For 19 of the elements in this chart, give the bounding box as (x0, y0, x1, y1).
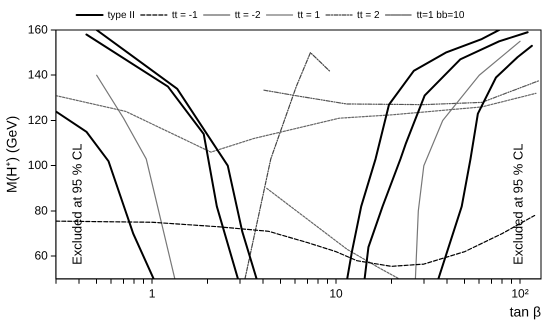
legend-label: tt = 1 (298, 10, 320, 21)
annotation: Excluded at 95 % CL (510, 143, 526, 265)
y-tick-label: 80 (34, 203, 48, 218)
y-tick-label: 140 (28, 68, 48, 82)
legend-label: tt = -1 (172, 10, 198, 21)
y-tick-label: 120 (28, 112, 48, 127)
y-tick-label: 100 (28, 158, 48, 172)
legend-label: tt = 2 (357, 10, 380, 21)
x-axis-title: tan β (510, 303, 541, 320)
x-tick-label: 1 (148, 286, 156, 300)
x-tick-label: 10² (511, 286, 529, 300)
annotation: Excluded at 95 % CL (69, 143, 84, 265)
y-tick-label: 60 (34, 248, 48, 262)
legend-label: tt=1 bb=10 (416, 10, 465, 21)
y-tick-label: 160 (28, 22, 48, 36)
legend-label: tt = -2 (234, 10, 261, 21)
legend-label: type II (108, 10, 135, 21)
y-axis-title: M(H⁺) (GeV) (3, 116, 20, 194)
x-tick-label: 10 (329, 286, 344, 300)
